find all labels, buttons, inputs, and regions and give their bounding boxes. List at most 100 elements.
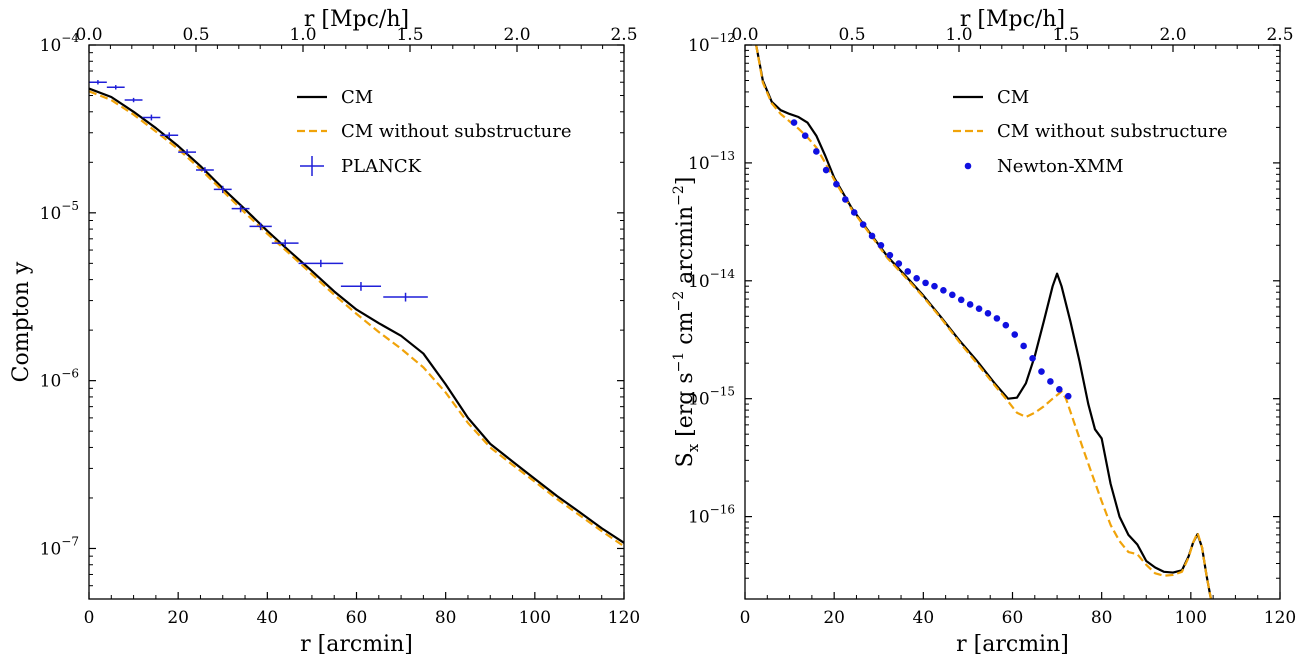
legend-entry: CM without substructure [297,121,571,142]
x2-tick-label: 2.5 [1266,25,1293,45]
x-tick-label: 0 [84,608,95,628]
newton-xmm-point [801,132,809,140]
y-tick-label: 10−12 [688,31,735,56]
newton-xmm-point [833,180,840,188]
newton-xmm-point [940,287,947,294]
newton-xmm-point [904,268,912,275]
y-axis-label: Sx [erg s−1 cm−2 arcmin−2] [671,177,702,468]
newton-xmm-point [949,291,956,299]
planck-errorbar-point [89,80,107,85]
x2-tick-label: 0.0 [75,25,102,45]
newton-xmm-point [1056,386,1063,393]
legend-label: CM [997,87,1029,108]
planck-errorbar-point [383,292,428,302]
newton-xmm-point [1011,331,1019,338]
x-tick-label: 60 [1002,608,1024,628]
x2-tick-label: 1.5 [396,25,423,45]
newton-xmm-point [1029,355,1036,362]
x-tick-label: 60 [346,608,368,628]
left-chart-compton-y: 0 20 40 60 80 100 120 0.0 0.5 1.0 1.5 2.0 2.5 10−4 10−… [9,7,640,657]
legend: CM CM without substructure Newton-XMM [953,87,1227,177]
right-chart-surface-brightness: 0 20 40 60 80 100 120 0.0 0.5 1.0 1.5 2.0 2.5 10−12 10… [671,7,1296,657]
y-axis-label: Compton y [9,261,34,382]
y-tick-label: 10−7 [40,534,79,559]
x2-axis-label: r [Mpc/h] [960,7,1065,32]
legend-label: Newton-XMM [997,156,1124,177]
newton-xmm-point [957,296,965,304]
x2-axis-label: r [Mpc/h] [304,7,409,32]
x2-tick-label: 1.0 [945,25,972,45]
x-axis-label: r [arcmin] [956,632,1069,657]
newton-xmm-point [813,148,820,155]
legend-label: PLANCK [341,156,422,177]
plot-area [755,45,1212,599]
planck-errorbar-point [106,85,125,90]
x-tick-label: 100 [519,608,551,628]
newton-xmm-point [984,310,992,317]
newton-xmm-point [1020,342,1027,350]
y-tick-label: 10−5 [40,199,79,224]
newton-xmm-point [877,242,885,249]
legend-entry: CM [953,87,1029,108]
legend-label: CM without substructure [997,121,1227,142]
newton-xmm-point [850,209,858,216]
legend-entry: CM [297,87,373,108]
planck-errorbar-point [231,205,250,213]
newton-xmm-point [790,119,798,126]
x2-tick-label: 0.5 [838,25,865,45]
x-tick-label: 120 [608,608,640,628]
x-tick-label: 120 [1264,608,1296,628]
newton-xmm-point [922,279,929,287]
planck-errorbar-point [213,185,232,194]
x2-tick-label: 2.0 [1159,25,1186,45]
y-tick-label: 10−14 [688,267,735,292]
newton-xmm-point [895,260,903,267]
plot-frame [88,44,625,600]
x-tick-label: 100 [1175,608,1207,628]
x-axis-label: r [arcmin] [300,632,413,657]
newton-xmm-point [842,196,849,203]
series-line-cm [89,87,624,544]
newton-xmm-point [1038,368,1045,375]
x2-tick-label: 2.0 [503,25,530,45]
y-tick-label: 10−16 [688,503,735,528]
legend-label: CM [341,87,373,108]
legend-entry: Newton-XMM [964,156,1124,177]
x2-tick-label: 0.5 [182,25,209,45]
legend-entry: CM without substructure [953,121,1227,142]
legend: CM CM without substructure PLANCK [297,87,571,177]
planck-errorbar-point [196,167,214,173]
newton-xmm-point [993,315,1001,322]
series-line-cm-without-substructure [755,45,1212,599]
planck-errorbar-point [340,282,382,291]
planck-errorbar-point [249,222,272,231]
newton-xmm-point [913,274,920,282]
x-tick-label: 80 [1091,608,1113,628]
x-tick-label: 20 [167,608,189,628]
plot-area [89,80,624,548]
x-tick-label: 40 [913,608,935,628]
series-line-cm-without-substructure [89,90,624,548]
x-tick-label: 40 [257,608,279,628]
newton-xmm-point [886,251,894,259]
legend-swatch [964,162,972,170]
newton-xmm-point [1002,321,1010,329]
legend-label: CM without substructure [341,121,571,142]
newton-xmm-point [868,232,876,240]
legend-entry: PLANCK [300,156,422,177]
series-line-cm [755,45,1212,599]
newton-xmm-point [975,305,983,312]
x-tick-label: 80 [435,608,457,628]
planck-errorbar-point [124,97,143,103]
y-tick-label: 10−6 [40,367,79,392]
newton-xmm-point [1064,392,1072,400]
planck-errorbar-point [142,114,161,121]
y-tick-label: 10−4 [40,31,80,56]
x2-tick-label: 1.5 [1052,25,1079,45]
x2-tick-label: 0.0 [731,25,758,45]
x2-tick-label: 2.5 [610,25,637,45]
planck-errorbar-point [160,132,179,139]
plot-frame [744,44,1281,600]
y-tick-label: 10−15 [688,385,735,410]
